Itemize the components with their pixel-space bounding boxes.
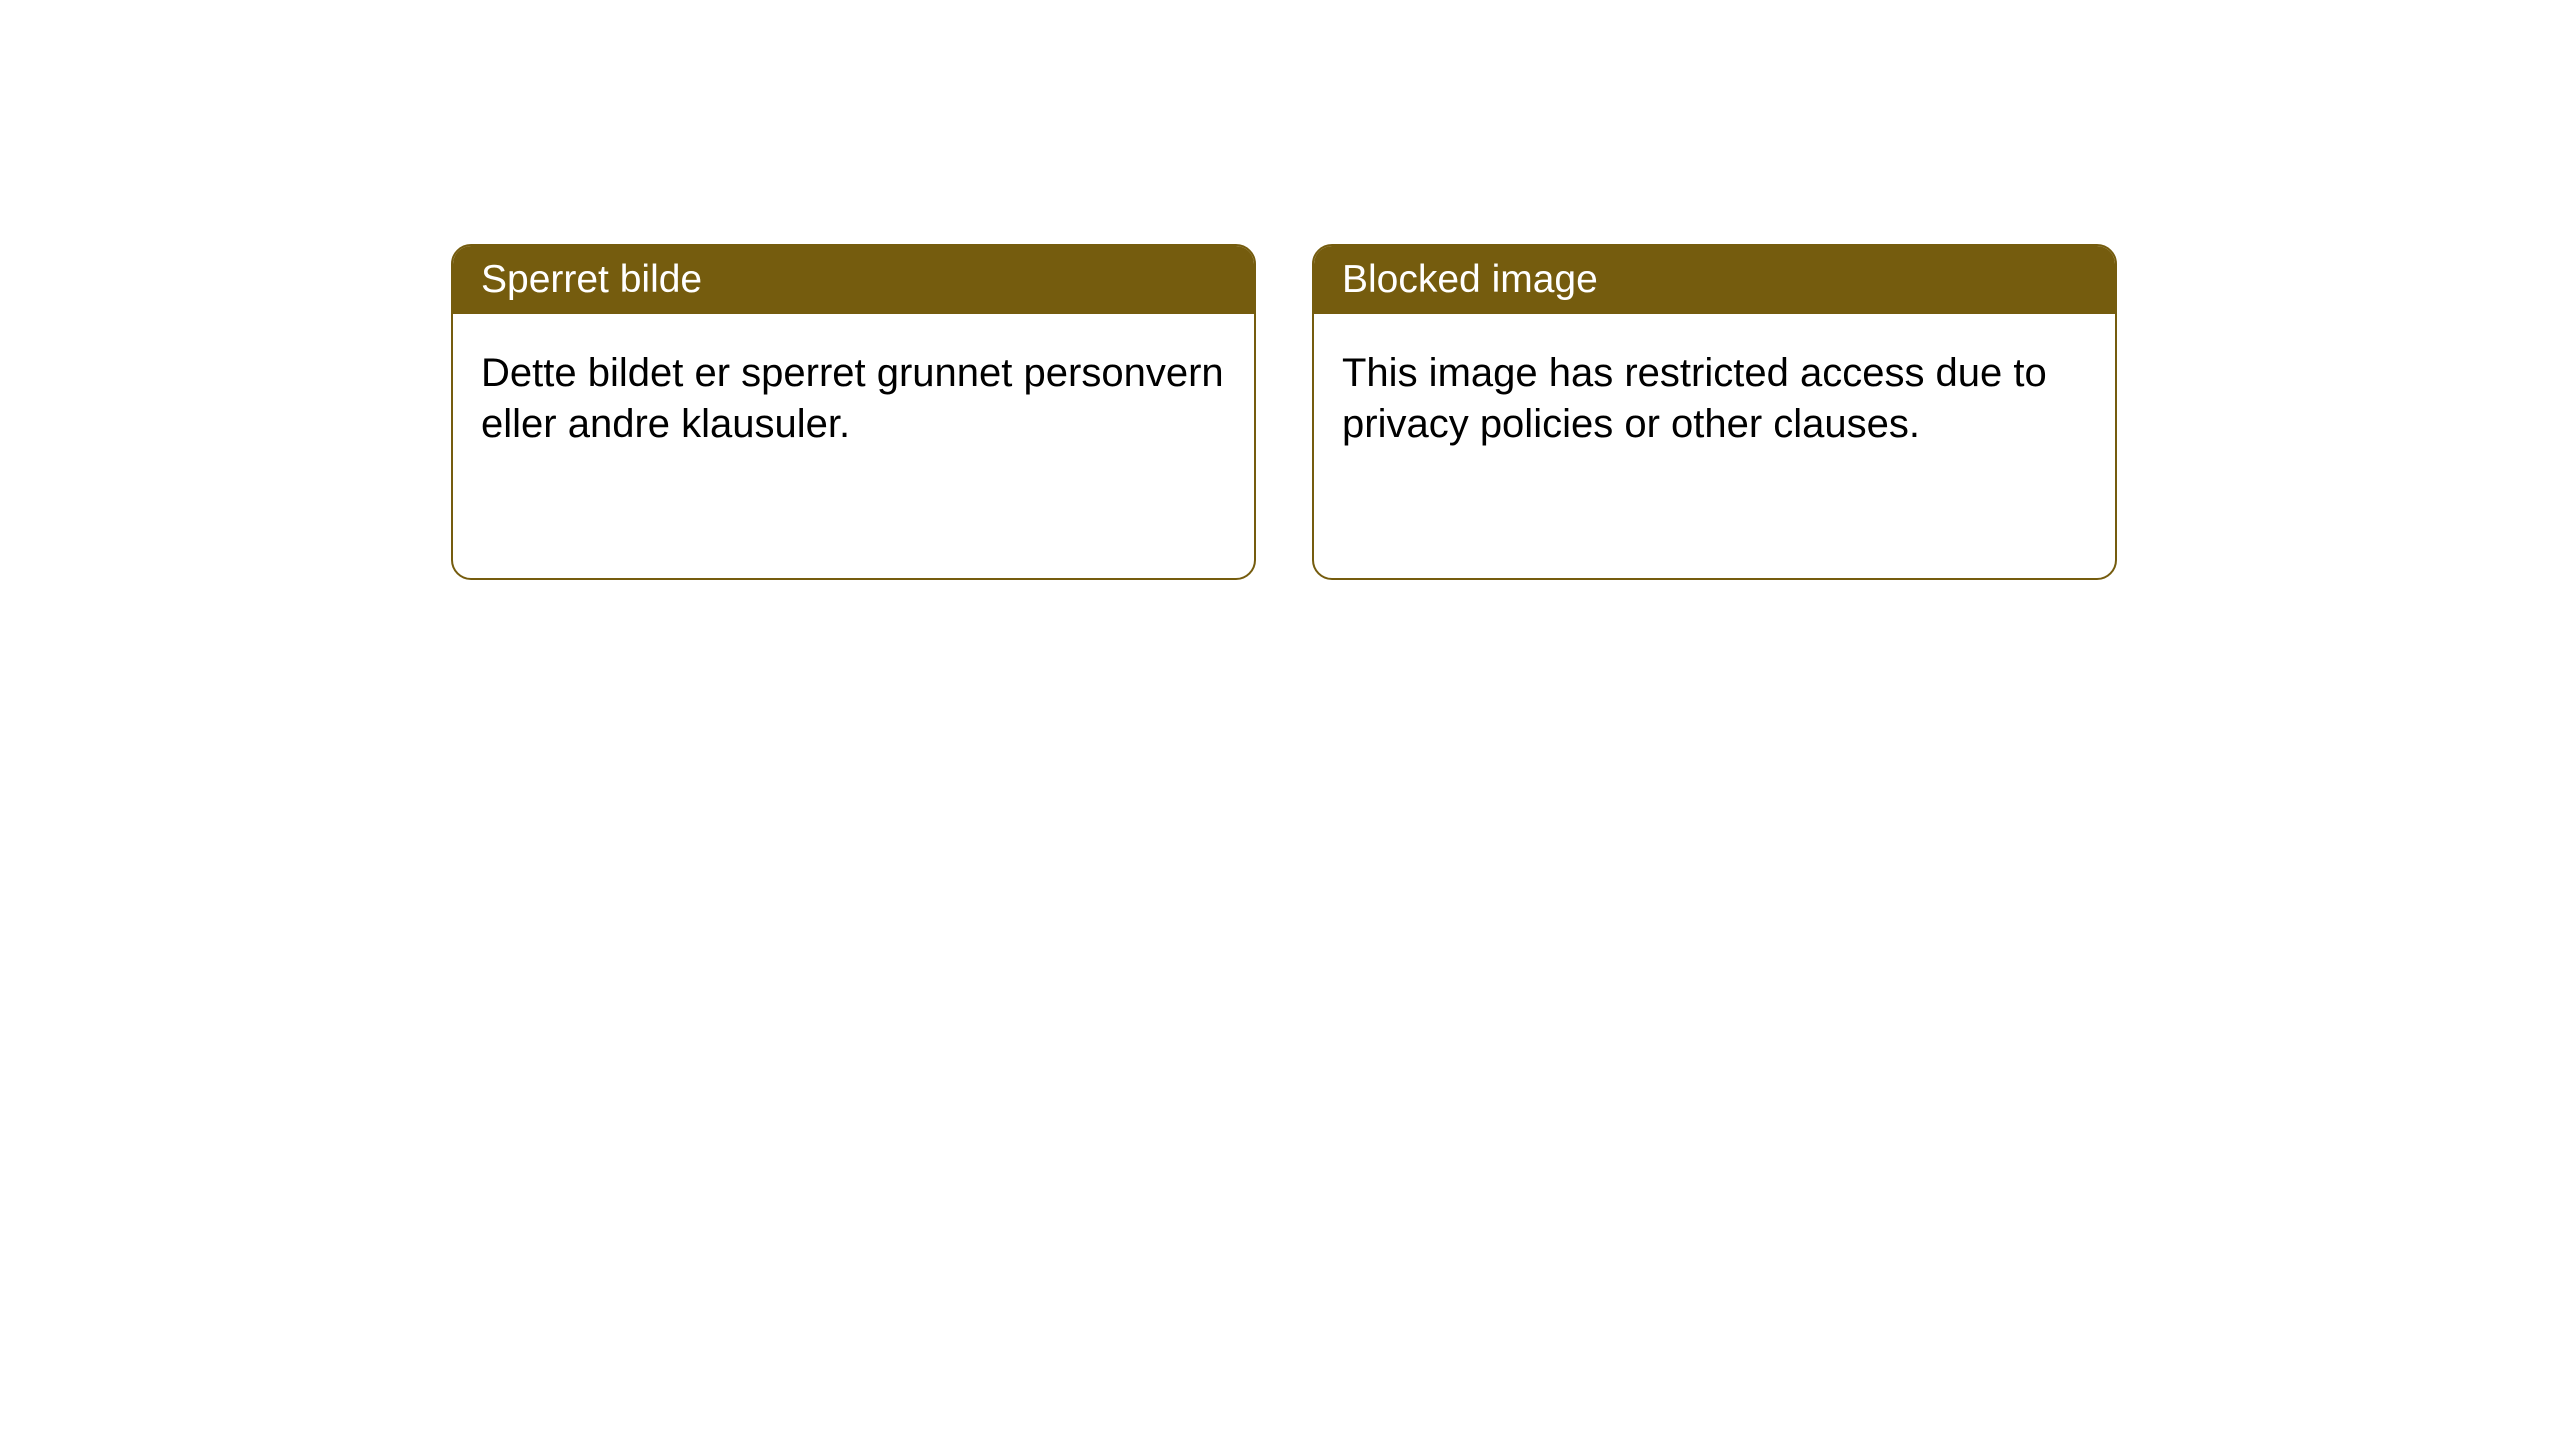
notice-card-norwegian: Sperret bilde Dette bildet er sperret gr… (451, 244, 1256, 580)
card-header: Blocked image (1314, 246, 2115, 314)
card-body: Dette bildet er sperret grunnet personve… (453, 314, 1254, 484)
card-body-text: This image has restricted access due to … (1342, 351, 2047, 446)
notice-card-english: Blocked image This image has restricted … (1312, 244, 2117, 580)
card-title: Blocked image (1342, 258, 1598, 301)
card-title: Sperret bilde (481, 258, 702, 301)
card-body: This image has restricted access due to … (1314, 314, 2115, 484)
card-body-text: Dette bildet er sperret grunnet personve… (481, 351, 1224, 446)
card-header: Sperret bilde (453, 246, 1254, 314)
notice-cards-container: Sperret bilde Dette bildet er sperret gr… (0, 0, 2560, 580)
